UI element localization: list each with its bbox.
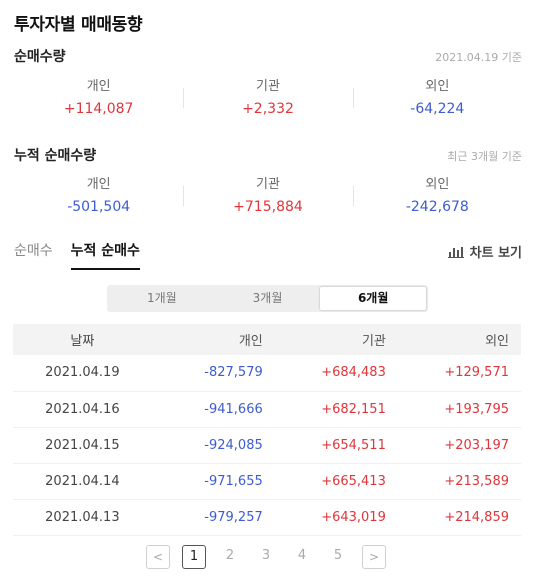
table-row: 2021.04.13 -979,257 +643,019 +214,859 [13,499,521,535]
period-3-months[interactable]: 3개월 [252,291,283,305]
table-row: 2021.04.16 -941,666 +682,151 +193,795 [13,391,521,427]
cumulative-stats: 개인 -501,504 기관 +715,884 외인 -242,678 [14,176,522,217]
cell-institution: +643,019 [321,509,386,525]
header-foreign: 외인 [397,324,521,355]
cumulative-stat-foreign: 외인 -242,678 [352,176,522,217]
chart-view-link[interactable]: 차트 보기 [447,242,522,261]
table-row: 2021.04.19 -827,579 +684,483 +129,571 [13,355,521,391]
next-page-button[interactable]: > [362,545,386,569]
table-row: 2021.04.14 -971,655 +665,413 +213,589 [13,463,521,499]
stat-label: 개인 [86,177,111,192]
cell-foreign: +213,589 [444,473,509,489]
stat-value: +114,087 [63,101,134,117]
net-section-title: 순매수량 [14,49,66,65]
net-section-header: 순매수량 2021.04.19 기준 [14,46,522,66]
net-stats: 개인 +114,087 기관 +2,332 외인 -64,224 [14,78,522,119]
cumulative-section-title: 누적 순매수량 [14,148,97,164]
stat-value: -501,504 [67,199,131,215]
cell-institution: +654,511 [321,437,386,453]
chart-view-label: 차트 보기 [469,246,522,261]
stat-value: -64,224 [410,101,465,117]
stat-value: -242,678 [405,199,469,215]
cell-date: 2021.04.15 [45,437,120,453]
cumulative-section-header: 누적 순매수량 최근 3개월 기준 [14,145,522,165]
header-individual: 개인 [151,324,275,355]
cell-foreign: +193,795 [444,401,509,417]
tab-net-buy[interactable]: 순매수 [14,243,53,259]
stat-label: 외인 [425,177,450,192]
cell-individual: -979,257 [204,509,263,525]
stat-value: +715,884 [233,199,303,215]
stat-label: 개인 [86,79,111,94]
page-title: 투자자별 매매동향 [14,15,143,35]
header-date: 날짜 [13,324,152,355]
cell-individual: -941,666 [204,401,263,417]
stat-label: 외인 [425,79,450,94]
stat-value: +2,332 [242,101,294,117]
header-institution: 기관 [274,324,398,355]
period-1-month[interactable]: 1개월 [146,291,177,305]
net-stat-individual: 개인 +114,087 [14,78,183,119]
prev-page-button[interactable]: < [146,545,170,569]
page-1-button[interactable]: 1 [182,545,206,569]
cell-individual: -924,085 [204,437,263,453]
cell-date: 2021.04.14 [45,473,120,489]
view-tabs: 순매수 누적 순매수 차트 보기 [14,240,522,272]
bar-chart-icon [447,246,464,258]
cell-foreign: +203,197 [444,437,509,453]
cell-institution: +682,151 [321,401,386,417]
cell-individual: -971,655 [204,473,263,489]
period-selector: 1개월 3개월 6개월 [107,285,428,312]
stat-label: 기관 [256,177,280,192]
table-header-row: 날짜 개인 기관 외인 [13,324,521,355]
cumulative-stat-individual: 개인 -501,504 [14,176,183,217]
pagination: < 1 2 3 4 5 > [146,545,386,569]
period-6-months[interactable]: 6개월 [320,287,427,310]
cell-date: 2021.04.19 [45,365,120,381]
cell-individual: -827,579 [204,365,263,381]
cell-date: 2021.04.13 [45,509,120,525]
cell-institution: +665,413 [321,473,386,489]
cumulative-section-note: 최근 3개월 기준 [447,150,522,163]
net-section-note: 2021.04.19 기준 [435,51,522,64]
cumulative-stat-institution: 기관 +715,884 [183,176,352,217]
tab-cumulative-net-buy[interactable]: 누적 순매수 [70,240,140,270]
cell-foreign: +129,571 [444,365,509,381]
page-4-button[interactable]: 4 [297,548,307,563]
page-2-button[interactable]: 2 [225,548,235,563]
cell-foreign: +214,859 [444,509,509,525]
cell-institution: +684,483 [321,365,386,381]
net-stat-foreign: 외인 -64,224 [352,78,522,119]
page-3-button[interactable]: 3 [261,548,271,563]
trading-table: 날짜 개인 기관 외인 2021.04.19 -827,579 +684,483… [13,324,521,536]
net-stat-institution: 기관 +2,332 [183,78,352,119]
table-row: 2021.04.15 -924,085 +654,511 +203,197 [13,427,521,463]
page-5-button[interactable]: 5 [333,548,343,563]
cell-date: 2021.04.16 [45,401,120,417]
stat-label: 기관 [256,79,280,94]
